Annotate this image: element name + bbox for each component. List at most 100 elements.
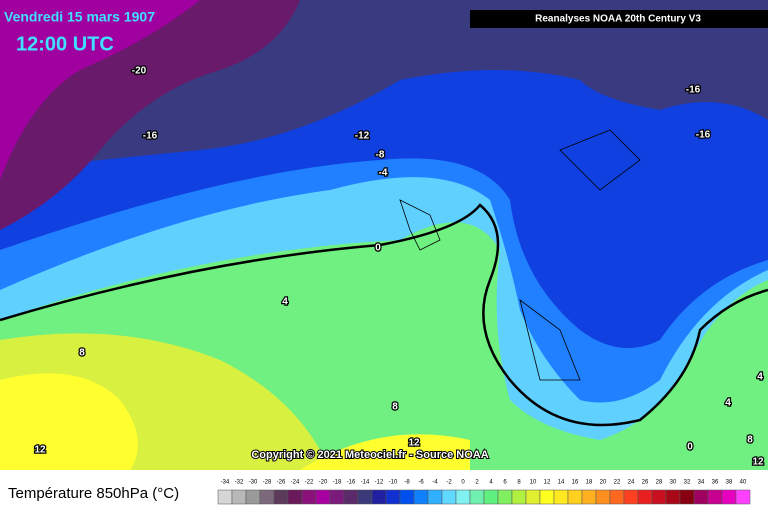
field-yellow: [300, 434, 470, 470]
color-swatch: [273, 489, 289, 505]
scale-tick: 40: [740, 480, 747, 486]
scale-tick: 30: [670, 480, 677, 486]
color-swatch: [217, 489, 233, 505]
color-scale: -34 -32 -30 -28 -26 -24 -22 -20 -18 -16 -14 -12 -10-…: [217, 480, 751, 505]
scale-tick: 4: [489, 480, 493, 486]
scale-tick: 34: [698, 480, 705, 486]
color-swatch: [455, 489, 471, 505]
scale-tick: 0: [461, 480, 465, 486]
contour-label: 12: [408, 438, 420, 449]
color-swatch: [497, 489, 513, 505]
scale-tick: 8: [517, 480, 521, 486]
source: Reanalyses NOAA 20th Century V3: [535, 14, 701, 25]
contour-label: -16: [686, 85, 701, 96]
scale-tick: -24: [291, 480, 300, 486]
color-swatch: [665, 489, 681, 505]
scale-tick: -34: [221, 480, 230, 486]
color-swatch: [343, 489, 359, 505]
color-swatch: [609, 489, 625, 505]
scale-tick: -10: [389, 480, 398, 486]
date: Vendredi 15 mars 1907: [4, 9, 155, 25]
scale-tick: 20: [600, 480, 607, 486]
color-swatch: [371, 489, 387, 505]
color-swatch: [441, 489, 457, 505]
scale-tick: -14: [361, 480, 370, 486]
color-swatch: [595, 489, 611, 505]
color-swatch: [623, 489, 639, 505]
scale-tick: -4: [432, 480, 438, 486]
scale-tick: -8: [404, 480, 410, 486]
scale-tick: -12: [375, 480, 384, 486]
scale-tick: 16: [572, 480, 579, 486]
color-swatch: [245, 489, 261, 505]
color-swatch: [301, 489, 317, 505]
color-swatch: [231, 489, 247, 505]
scale-tick: -22: [305, 480, 314, 486]
contour-label: -16: [143, 131, 158, 142]
zero-isotherm: [0, 203, 768, 427]
scale-tick: 32: [684, 480, 691, 486]
scale-tick: -6: [418, 480, 424, 486]
scale-tick: 22: [614, 480, 621, 486]
contour-label: 12: [34, 445, 46, 456]
color-swatch: [679, 489, 695, 505]
copyright: Copyright © 2021 Meteociel.fr - Source N…: [251, 449, 488, 461]
color-swatch: [399, 489, 415, 505]
contour-label: 4: [725, 398, 731, 409]
scale-tick: -28: [263, 480, 272, 486]
color-swatch: [693, 489, 709, 505]
color-swatch: [385, 489, 401, 505]
scale-tick: -32: [235, 480, 244, 486]
time: 12:00 UTC: [16, 33, 114, 55]
contour-label: -20: [132, 66, 147, 77]
scale-tick: 28: [656, 480, 663, 486]
color-swatch: [721, 489, 737, 505]
color-swatch: [539, 489, 555, 505]
field-yellow: [0, 373, 138, 470]
scale-tick: -18: [333, 480, 342, 486]
contour-label: 8: [392, 402, 398, 413]
field-magenta: [0, 0, 200, 180]
color-swatch: [553, 489, 569, 505]
scale-tick: 6: [503, 480, 507, 486]
scale-tick: 26: [642, 480, 649, 486]
color-swatch: [581, 489, 597, 505]
contour-labels: -20 -16 -12 -8 -4 0 4 8 8 12 12 -16 -16 0 4 4 8 12: [33, 64, 765, 469]
color-swatch: [315, 489, 331, 505]
color-swatch: [483, 489, 499, 505]
color-swatch: [427, 489, 443, 505]
scale-tick: -26: [277, 480, 286, 486]
color-swatch: [357, 489, 373, 505]
color-swatch: [413, 489, 429, 505]
contour-label: 0: [687, 442, 693, 453]
contour-label: 12: [752, 457, 764, 468]
contour-label: -4: [379, 168, 388, 179]
contour-label: -8: [376, 150, 385, 161]
color-swatch: [735, 489, 751, 505]
scale-tick: 2: [475, 480, 479, 486]
scale-tick: -20: [319, 480, 328, 486]
contour-label: -12: [355, 131, 370, 142]
color-swatch: [287, 489, 303, 505]
contour-label: 8: [79, 348, 85, 359]
scale-tick: 10: [530, 480, 537, 486]
scale-tick: 24: [628, 480, 635, 486]
scale-tick: 14: [558, 480, 565, 486]
scale-tick: 18: [586, 480, 593, 486]
scale-tick: -30: [249, 480, 258, 486]
color-swatch: [329, 489, 345, 505]
legend-title: Température 850hPa (°C): [8, 485, 179, 502]
contour-label: -16: [696, 130, 711, 141]
contour-label: 4: [757, 372, 763, 383]
color-swatch: [567, 489, 583, 505]
contour-label: 8: [747, 435, 753, 446]
color-swatch: [525, 489, 541, 505]
scale-tick: 38: [726, 480, 733, 486]
color-swatch: [469, 489, 485, 505]
scale-tick: -2: [446, 480, 452, 486]
scale-tick: 36: [712, 480, 719, 486]
coastlines: [399, 129, 641, 381]
color-swatch: [259, 489, 275, 505]
